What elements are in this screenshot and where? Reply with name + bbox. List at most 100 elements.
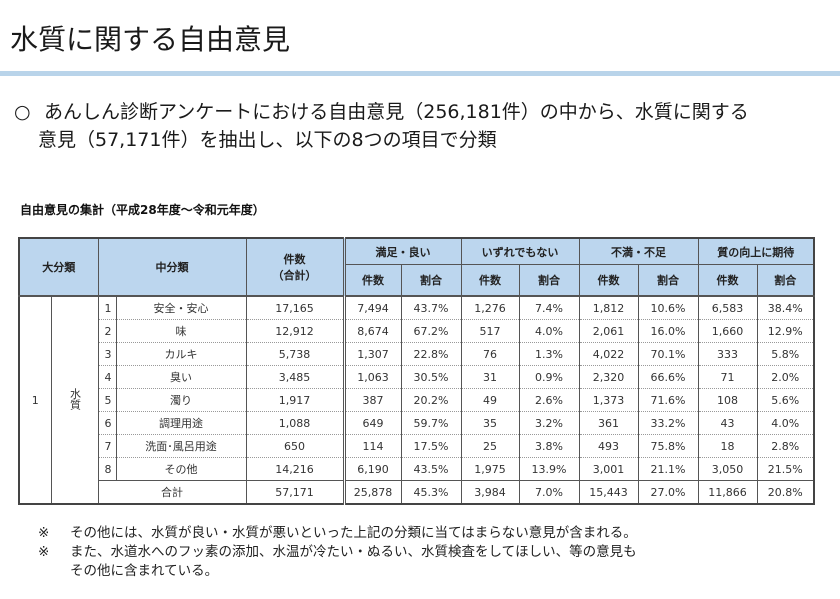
row-neu-ratio: 4.0% <box>518 319 580 343</box>
row-neu-count: 1,975 <box>460 457 520 481</box>
row-dis-ratio: 10.6% <box>637 295 699 320</box>
header-count-total: 件数 （合計） <box>245 237 345 297</box>
row-category-name: 安全・安心 <box>115 295 247 320</box>
row-dis-count: 3,001 <box>578 457 639 481</box>
header-group-neutral: いずれでもない <box>460 237 580 265</box>
row-total: 650 <box>245 434 345 458</box>
row-number: 6 <box>97 411 117 435</box>
major-category-number: 1 <box>18 295 52 505</box>
row-exp-count: 18 <box>697 434 758 458</box>
row-category-name: 洗面･風呂用途 <box>115 434 247 458</box>
row-total: 5,738 <box>245 342 345 366</box>
header-neu-ratio: 割合 <box>518 264 580 297</box>
row-total: 1,917 <box>245 388 345 412</box>
row-number: 7 <box>97 434 117 458</box>
row-dis-count: 1,373 <box>578 388 639 412</box>
row-category-name: カルキ <box>115 342 247 366</box>
row-dis-ratio: 71.6% <box>637 388 699 412</box>
row-exp-count: 6,583 <box>697 295 758 320</box>
row-neu-count: 49 <box>460 388 520 412</box>
row-exp-ratio: 4.0% <box>756 411 815 435</box>
row-category-name: 臭い <box>115 365 247 389</box>
row-number: 3 <box>97 342 117 366</box>
row-total: 12,912 <box>245 319 345 343</box>
row-dis-ratio: 70.1% <box>637 342 699 366</box>
intro-line-1: あんしん診断アンケートにおける自由意見（256,181件）の中から、水質に関する <box>44 101 749 123</box>
total-row-dis-count: 15,443 <box>578 480 639 505</box>
row-neu-count: 76 <box>460 342 520 366</box>
total-row-sat-count: 25,878 <box>342 480 402 505</box>
row-total: 3,485 <box>245 365 345 389</box>
row-exp-ratio: 38.4% <box>756 295 815 320</box>
header-group-dissatisfied: 不満・不足 <box>578 237 699 265</box>
total-row-dis-ratio: 27.0% <box>637 480 699 505</box>
row-exp-count: 71 <box>697 365 758 389</box>
row-exp-count: 1,660 <box>697 319 758 343</box>
row-neu-ratio: 13.9% <box>518 457 580 481</box>
row-exp-count: 3,050 <box>697 457 758 481</box>
row-sat-count: 6,190 <box>342 457 402 481</box>
row-category-name: 濁り <box>115 388 247 412</box>
intro-line-2: 意見（57,171件）を抽出し、以下の8つの項目で分類 <box>38 129 497 151</box>
header-exp-count: 件数 <box>697 264 758 297</box>
row-neu-ratio: 3.2% <box>518 411 580 435</box>
intro-text: ○ あんしん診断アンケートにおける自由意見（256,181件）の中から、水質に関す… <box>14 98 749 154</box>
row-category-name: その他 <box>115 457 247 481</box>
row-neu-ratio: 2.6% <box>518 388 580 412</box>
row-dis-ratio: 21.1% <box>637 457 699 481</box>
header-major-category: 大分類 <box>18 237 99 297</box>
row-number: 8 <box>97 457 117 481</box>
row-sat-count: 1,307 <box>342 342 402 366</box>
row-sat-ratio: 20.2% <box>400 388 462 412</box>
total-row-exp-ratio: 20.8% <box>756 480 815 505</box>
row-sat-ratio: 43.7% <box>400 295 462 320</box>
row-sat-count: 8,674 <box>342 319 402 343</box>
title-divider <box>0 71 840 76</box>
footnote-2: ※ また、水道水へのフッ素の添加、水温が冷たい・ぬるい、水質検査をしてほしい、等の… <box>38 544 637 560</box>
row-sat-count: 649 <box>342 411 402 435</box>
reference-mark-icon: ※ <box>38 525 50 541</box>
bullet-circle-icon: ○ <box>14 101 31 123</box>
total-row-total: 57,171 <box>245 480 345 505</box>
row-exp-count: 108 <box>697 388 758 412</box>
row-dis-count: 361 <box>578 411 639 435</box>
header-neu-count: 件数 <box>460 264 520 297</box>
row-exp-ratio: 5.8% <box>756 342 815 366</box>
row-total: 1,088 <box>245 411 345 435</box>
row-exp-ratio: 5.6% <box>756 388 815 412</box>
row-sat-ratio: 59.7% <box>400 411 462 435</box>
row-neu-ratio: 0.9% <box>518 365 580 389</box>
row-dis-count: 493 <box>578 434 639 458</box>
row-number: 2 <box>97 319 117 343</box>
header-group-expectation: 質の向上に期待 <box>697 237 815 265</box>
row-sat-ratio: 43.5% <box>400 457 462 481</box>
row-dis-count: 2,061 <box>578 319 639 343</box>
row-sat-count: 387 <box>342 388 402 412</box>
row-dis-count: 4,022 <box>578 342 639 366</box>
row-number: 1 <box>97 295 117 320</box>
footnotes: ※ その他には、水質が良い・水質が悪いといった上記の分類に当てはまらない意見が含ま… <box>38 524 637 581</box>
row-neu-count: 31 <box>460 365 520 389</box>
row-sat-count: 7,494 <box>342 295 402 320</box>
row-dis-ratio: 16.0% <box>637 319 699 343</box>
header-count-total-line2: （合計） <box>272 269 317 282</box>
row-total: 14,216 <box>245 457 345 481</box>
total-row-neu-ratio: 7.0% <box>518 480 580 505</box>
row-neu-count: 25 <box>460 434 520 458</box>
row-dis-ratio: 75.8% <box>637 434 699 458</box>
header-dis-ratio: 割合 <box>637 264 699 297</box>
row-exp-ratio: 2.8% <box>756 434 815 458</box>
header-exp-ratio: 割合 <box>756 264 815 297</box>
row-neu-count: 1,276 <box>460 295 520 320</box>
total-row-neu-count: 3,984 <box>460 480 520 505</box>
header-count-total-line1: 件数 <box>283 253 306 266</box>
reference-mark-icon: ※ <box>38 544 50 560</box>
table-caption: 自由意見の集計（平成28年度～令和元年度） <box>20 203 265 217</box>
row-sat-ratio: 67.2% <box>400 319 462 343</box>
row-dis-ratio: 66.6% <box>637 365 699 389</box>
row-neu-ratio: 3.8% <box>518 434 580 458</box>
row-sat-count: 1,063 <box>342 365 402 389</box>
total-row-sat-ratio: 45.3% <box>400 480 462 505</box>
row-dis-count: 2,320 <box>578 365 639 389</box>
row-category-name: 味 <box>115 319 247 343</box>
